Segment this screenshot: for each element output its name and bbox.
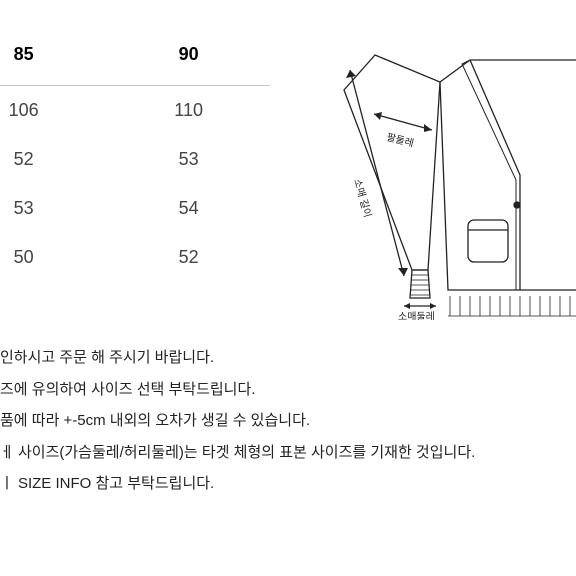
table-row: 50 52 [0, 233, 270, 282]
cell: 53 [107, 135, 270, 184]
table-row: 52 53 [0, 135, 270, 184]
note-line: ㅔ 사이즈(가슴둘레/허리둘레)는 타겟 체형의 표본 사이즈를 기재한 것입니… [0, 437, 576, 469]
sleeve-length-label: 소매 길이 [351, 177, 374, 219]
cell: 54 [107, 184, 270, 233]
notes-block: 인하시고 주문 해 주시기 바랍니다. 즈에 유의하여 사이즈 선택 부탁드립니… [0, 342, 576, 500]
garment-diagram-icon: 소매 길이 팔둘레 소매둘레 [320, 20, 576, 320]
col-header-1: 90 [107, 30, 270, 86]
table-row: 53 54 [0, 184, 270, 233]
table-row: 106 110 [0, 86, 270, 136]
cell: 53 [0, 184, 107, 233]
note-line: ㅣ SIZE INFO 참고 부탁드립니다. [0, 468, 576, 500]
cuff-circ-label: 소매둘레 [398, 311, 435, 320]
note-line: 인하시고 주문 해 주시기 바랍니다. [0, 342, 576, 374]
cell: 52 [107, 233, 270, 282]
note-line: 품에 따라 +-5cm 내외의 오차가 생길 수 있습니다. [0, 405, 576, 437]
cell: 106 [0, 86, 107, 136]
table-header-row: 85 90 [0, 30, 270, 86]
arm-circ-label: 팔둘레 [385, 131, 415, 149]
col-header-0: 85 [0, 30, 107, 86]
note-line: 즈에 유의하여 사이즈 선택 부탁드립니다. [0, 374, 576, 406]
size-table: 85 90 106 110 52 53 53 54 50 52 [0, 30, 270, 282]
cell: 52 [0, 135, 107, 184]
cell: 110 [107, 86, 270, 136]
cell: 50 [0, 233, 107, 282]
